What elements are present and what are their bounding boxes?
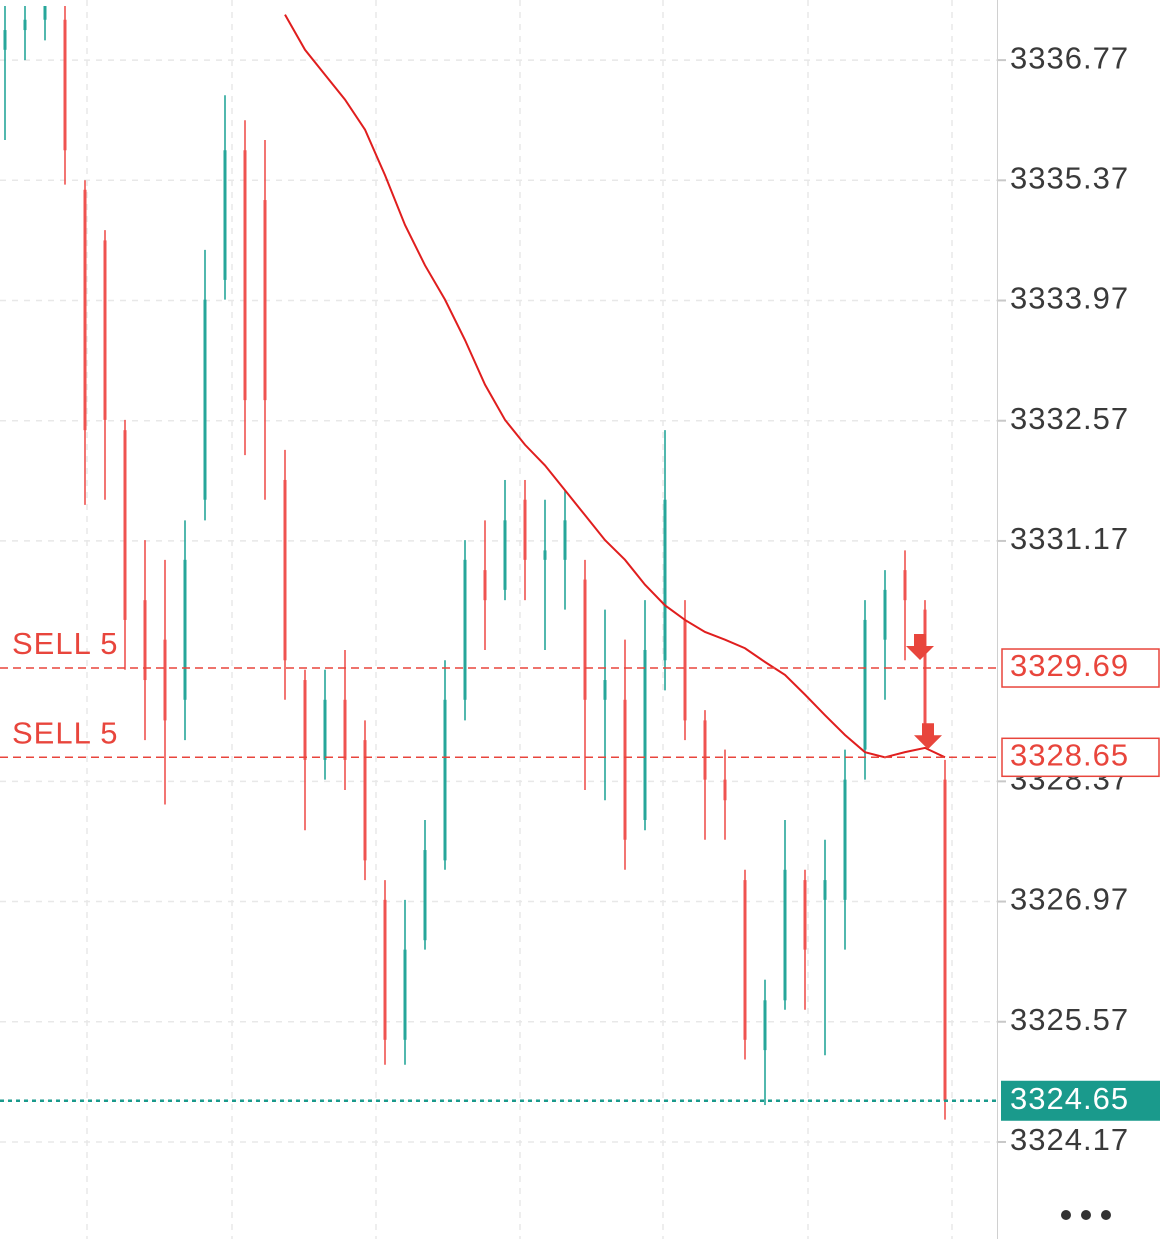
bar-body xyxy=(743,880,747,1040)
bar-body xyxy=(803,880,807,950)
sell-arrow xyxy=(906,634,934,661)
bar-body xyxy=(483,570,487,601)
y-tick-label: 3331.17 xyxy=(1010,521,1129,556)
bar-body xyxy=(423,850,427,941)
bar-body xyxy=(823,880,827,900)
bar-body xyxy=(883,589,887,640)
bar-body xyxy=(283,479,287,661)
bars xyxy=(3,6,947,1120)
bar-body xyxy=(263,200,267,401)
menu-dot xyxy=(1101,1210,1111,1220)
bar-body xyxy=(543,550,547,560)
bar-body xyxy=(603,680,607,700)
moving-average xyxy=(284,14,946,759)
bar-body xyxy=(663,499,667,661)
bar-body xyxy=(523,499,527,560)
price-axis: 3336.77 3335.37 3333.97 3332.57 3331.17 3328.… xyxy=(998,40,1160,1157)
bar-body xyxy=(563,520,567,560)
bar-body xyxy=(623,699,627,840)
bar-body xyxy=(3,30,7,50)
bar-body xyxy=(363,740,367,861)
sell-arrow xyxy=(914,723,942,750)
bar-body xyxy=(103,240,107,420)
bar-body xyxy=(443,699,447,861)
bar-body xyxy=(203,299,207,500)
order-price-label: 3328.65 xyxy=(1010,737,1129,772)
bar-body xyxy=(723,779,727,801)
overlay: SELL 5 SELL 5 xyxy=(0,14,998,1103)
last-price-label: 3324.65 xyxy=(1010,1081,1129,1116)
bar-body xyxy=(923,609,927,741)
last-price-box xyxy=(1001,1080,1160,1121)
y-tick-label: 3335.37 xyxy=(1010,160,1129,195)
bar-body xyxy=(503,520,507,590)
menu-dot xyxy=(1061,1210,1071,1220)
bar-body xyxy=(843,779,847,900)
order-price-box xyxy=(1001,737,1160,778)
bar-body xyxy=(463,559,467,700)
y-tick-label: 3324.17 xyxy=(1010,1122,1129,1157)
bar-body xyxy=(903,570,907,601)
bar-body xyxy=(303,680,307,760)
bar-body xyxy=(383,899,387,1040)
y-tick-label: 3336.77 xyxy=(1010,40,1129,75)
bar-body xyxy=(43,6,47,20)
bar-body xyxy=(583,579,587,700)
order-price-label: 3329.69 xyxy=(1010,648,1129,683)
bar-body xyxy=(143,600,147,681)
bar-body xyxy=(943,779,947,1101)
order-label: SELL 5 xyxy=(12,626,119,661)
bar-body xyxy=(63,19,67,151)
y-tick-label: 3332.57 xyxy=(1010,401,1129,436)
bar-body xyxy=(123,430,127,620)
y-tick-label: 3333.97 xyxy=(1010,281,1129,316)
bar-body xyxy=(183,559,187,700)
bar-body xyxy=(763,1000,767,1051)
bar-body xyxy=(683,619,687,721)
menu-button[interactable] xyxy=(1061,1210,1111,1220)
bar-body xyxy=(783,869,787,1001)
menu-dot xyxy=(1081,1210,1091,1220)
bar-body xyxy=(223,150,227,280)
y-tick-label: 3325.57 xyxy=(1010,1002,1129,1037)
y-tick-label: 3326.97 xyxy=(1010,882,1129,917)
bar-body xyxy=(703,720,707,780)
vertical-grid xyxy=(86,0,953,1239)
bar-body xyxy=(403,949,407,1040)
bar-body xyxy=(323,699,327,760)
bar-body xyxy=(643,649,647,820)
bar-body xyxy=(83,189,87,431)
order-price-box xyxy=(1001,648,1160,688)
grid xyxy=(0,59,998,1143)
bar-body xyxy=(163,639,167,721)
price-axis-bg xyxy=(998,0,1170,1239)
bar-body xyxy=(343,699,347,760)
bar-body xyxy=(863,619,867,750)
bar-body xyxy=(23,19,27,31)
bar-body xyxy=(243,150,247,401)
order-label: SELL 5 xyxy=(12,715,119,750)
